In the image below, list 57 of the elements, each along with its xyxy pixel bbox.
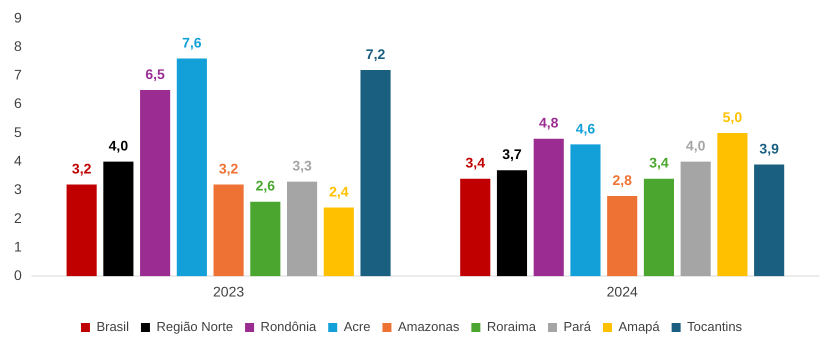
y-tick-label: 8 [14,38,22,54]
legend-label: Rondônia [260,319,317,334]
legend-label: Região Norte [156,319,234,334]
y-tick-label: 9 [14,9,22,26]
y-tick-label: 4 [14,152,22,168]
y-tick-label: 5 [14,124,22,140]
bar [644,178,674,276]
data-label: 2,8 [612,172,632,188]
data-label: 4,0 [108,137,128,154]
bar [66,184,97,276]
bar [496,170,528,276]
data-label: 3,2 [218,160,239,176]
bar [176,58,207,276]
y-tick-label: 0 [14,267,22,284]
bar [214,184,244,276]
y-tick-label: 1 [14,238,22,254]
data-label: 6,5 [145,66,166,82]
bar [360,70,391,276]
bar [324,207,354,276]
bar [534,138,564,276]
bar [460,178,490,276]
data-label: 3,9 [759,140,780,156]
legend-label: Pará [563,319,592,334]
bar [607,196,638,276]
bar [570,144,601,276]
data-label: 4,8 [538,114,559,131]
legend-label: Amazonas [398,319,460,334]
bar [250,202,280,276]
y-tick-label: 6 [14,95,22,112]
bar [103,162,134,276]
bar [680,162,711,276]
data-label: 7,2 [366,46,386,62]
legend-label: Tocantins [687,319,743,334]
bar [140,90,170,276]
bar [287,182,318,276]
y-tick-label: 3 [14,181,22,198]
data-label: 7,6 [182,34,202,50]
data-label: 3,3 [292,158,312,174]
x-tick-label: 2023 [213,283,244,300]
data-label: 2,6 [256,178,276,194]
bar [754,164,784,276]
legend-label: Acre [344,319,370,334]
data-label: 5,0 [722,108,742,125]
x-tick-label: 2024 [606,283,638,300]
data-label: 3,2 [72,160,92,176]
y-tick-label: 2 [14,210,22,226]
data-label: 3,7 [502,146,522,162]
legend-label: Brasil [96,319,130,334]
bar [717,132,748,276]
legend-label: Amapá [618,319,660,334]
data-label: 3,4 [649,154,669,171]
data-label: 2,4 [329,183,349,200]
data-label: 4,0 [686,137,706,154]
y-tick-label: 7 [14,66,22,83]
data-label: 4,6 [576,120,596,136]
legend-label: Roraima [486,319,537,334]
data-label: 3,4 [466,154,486,171]
